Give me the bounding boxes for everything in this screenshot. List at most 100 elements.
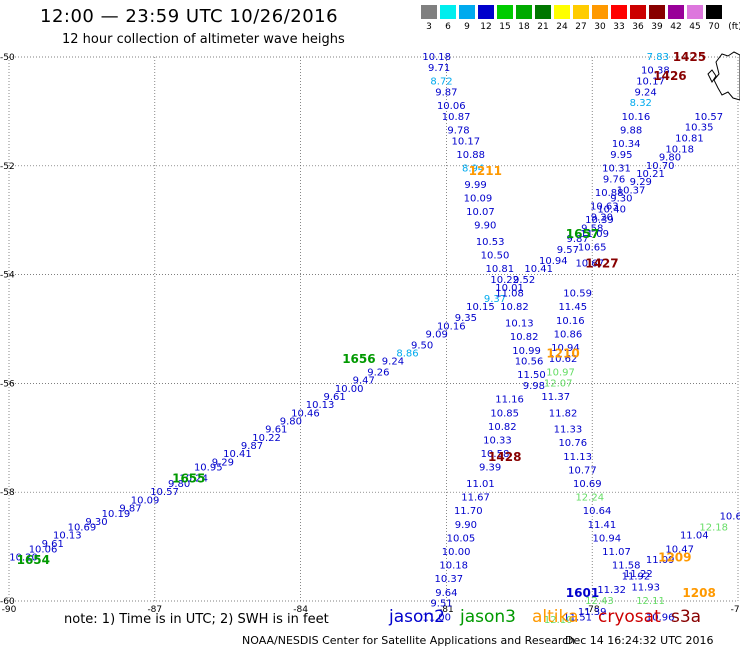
axis-ticks: -90 -87 -84 -81 -78 -75 -50 -52 -54 -56 -58 -60 — [0, 53, 740, 615]
swh-value: 10.06 — [29, 544, 58, 555]
swh-value: 9.51 — [430, 599, 452, 610]
swh-value: 11.93 — [631, 582, 660, 593]
swh-value: 10.64 — [583, 506, 612, 517]
swh-value: 10.58 — [481, 449, 510, 460]
swh-value: 9.80 — [168, 479, 190, 490]
colorbar-label: 42 — [670, 22, 682, 32]
swh-value: 10.50 — [481, 251, 510, 262]
swh-value: 11.37 — [541, 392, 570, 403]
swh-value: 10.97 — [546, 368, 575, 379]
swh-value: 10.18 — [422, 52, 451, 63]
colorbar-swatch — [440, 5, 456, 19]
swh-value: 11.01 — [466, 479, 495, 490]
swh-value: 12.11 — [636, 596, 665, 607]
swh-value: 10.06 — [437, 101, 466, 112]
swh-value: 9.24 — [635, 87, 657, 98]
swh-value: 10.82 — [500, 302, 529, 313]
colorbar-label: 36 — [632, 22, 644, 32]
swh-value: 10.47 — [665, 544, 694, 555]
swh-value: 9.29 — [630, 177, 652, 188]
colorbar-label: 21 — [537, 22, 549, 32]
x-tick-label: -84 — [293, 605, 308, 615]
swh-value: 12.43 — [585, 596, 614, 607]
swh-value: 9.87 — [119, 504, 141, 515]
swh-value: 10.35 — [685, 123, 714, 134]
swh-value: 10.94 — [592, 533, 621, 544]
swh-value: 10.37 — [617, 185, 646, 196]
swh-value: 10.41 — [223, 449, 252, 460]
colorbar-label: 24 — [556, 22, 568, 32]
colorbar-swatch — [649, 5, 665, 19]
pass-label: 1211 — [469, 164, 502, 178]
colorbar-swatch — [706, 5, 722, 19]
x-tick-label: -90 — [2, 605, 17, 615]
swh-value: 9.52 — [513, 275, 535, 286]
swh-value: 9.76 — [603, 174, 625, 185]
swh-value: 10.41 — [524, 264, 553, 275]
colorbar-swatch — [592, 5, 608, 19]
swh-value: 9.88 — [620, 125, 642, 136]
swh-value: 10.05 — [447, 533, 476, 544]
colorbar-swatch — [459, 5, 475, 19]
x-tick-label: -81 — [439, 605, 454, 615]
swh-value: 10.56 — [515, 357, 544, 368]
swh-value: 9.98 — [523, 381, 545, 392]
swh-value: 9.24 — [382, 357, 404, 368]
swh-value: 10.69 — [573, 479, 602, 490]
swh-value: 9.90 — [455, 520, 477, 531]
swh-value: 10.59 — [563, 289, 592, 300]
pass-label: 1427 — [585, 257, 618, 271]
pass-label: 1656 — [342, 352, 375, 366]
swh-value: 10.57 — [150, 487, 179, 498]
pass-label: 1601 — [566, 586, 599, 600]
x-tick-label: -87 — [147, 605, 162, 615]
swh-value: 10.81 — [675, 134, 704, 145]
swh-value: 10.86 — [554, 329, 583, 340]
colorbar-label: 45 — [689, 22, 701, 32]
swh-value: 9.87 — [435, 87, 457, 98]
swh-value: 9.57 — [557, 245, 579, 256]
swh-value: 9.50 — [411, 340, 433, 351]
swh-value: 12.18 — [699, 523, 728, 534]
swh-value: 11.70 — [454, 506, 483, 517]
swh-value: 12.07 — [544, 378, 573, 389]
swh-value: 9.87 — [241, 441, 263, 452]
swh-value: 10.76 — [558, 438, 587, 449]
timestamp-text: Dec 14 16:24:32 UTC 2016 — [565, 634, 714, 647]
swh-value: 10.16 — [556, 316, 585, 327]
satellite-legend-item: cryosat — [598, 607, 661, 627]
swh-value: 10.37 — [435, 574, 464, 585]
colorbar-swatch — [535, 5, 551, 19]
colorbar-label: 18 — [518, 22, 530, 32]
swh-value: 11.39 — [578, 607, 607, 618]
swh-value: 9.30 — [85, 517, 107, 528]
swh-value: 10.94 — [539, 256, 568, 267]
swh-value: 11.09 — [646, 555, 675, 566]
swh-value: 10.22 — [252, 433, 281, 444]
chart-subtitle: 12 hour collection of altimeter wave hei… — [62, 32, 345, 47]
colorbar-swatch — [611, 5, 627, 19]
swh-value: 9.80 — [280, 416, 302, 427]
y-tick-label: -54 — [0, 271, 15, 281]
swh-value: 8.86 — [396, 348, 418, 359]
swh-value: 10.99 — [512, 346, 541, 357]
swh-value: 10.09 — [464, 193, 493, 204]
colorbar-label: 39 — [651, 22, 663, 32]
swh-value: 10.15 — [466, 302, 495, 313]
swh-value: 10.63 — [590, 202, 619, 213]
chart-title: 12:00 — 23:59 UTC 10/26/2016 — [40, 6, 339, 27]
swh-value: 11.33 — [554, 425, 583, 436]
swh-value: 11.13 — [563, 452, 592, 463]
swh-value: 10.17 — [636, 76, 665, 87]
swh-value: 11.22 — [624, 569, 653, 580]
swh-value: 10.17 — [452, 136, 481, 147]
swh-value: 9.35 — [455, 313, 477, 324]
swh-value: 9.26 — [367, 368, 389, 379]
swh-value: 9.61 — [265, 425, 287, 436]
swh-value: 11.08 — [495, 289, 524, 300]
pass-label: 1208 — [682, 586, 715, 600]
coastline-islands — [707, 51, 740, 101]
swh-value: 10.46 — [291, 408, 320, 419]
swh-value: 9.47 — [353, 376, 375, 387]
swh-value: 10.95 — [194, 463, 223, 474]
